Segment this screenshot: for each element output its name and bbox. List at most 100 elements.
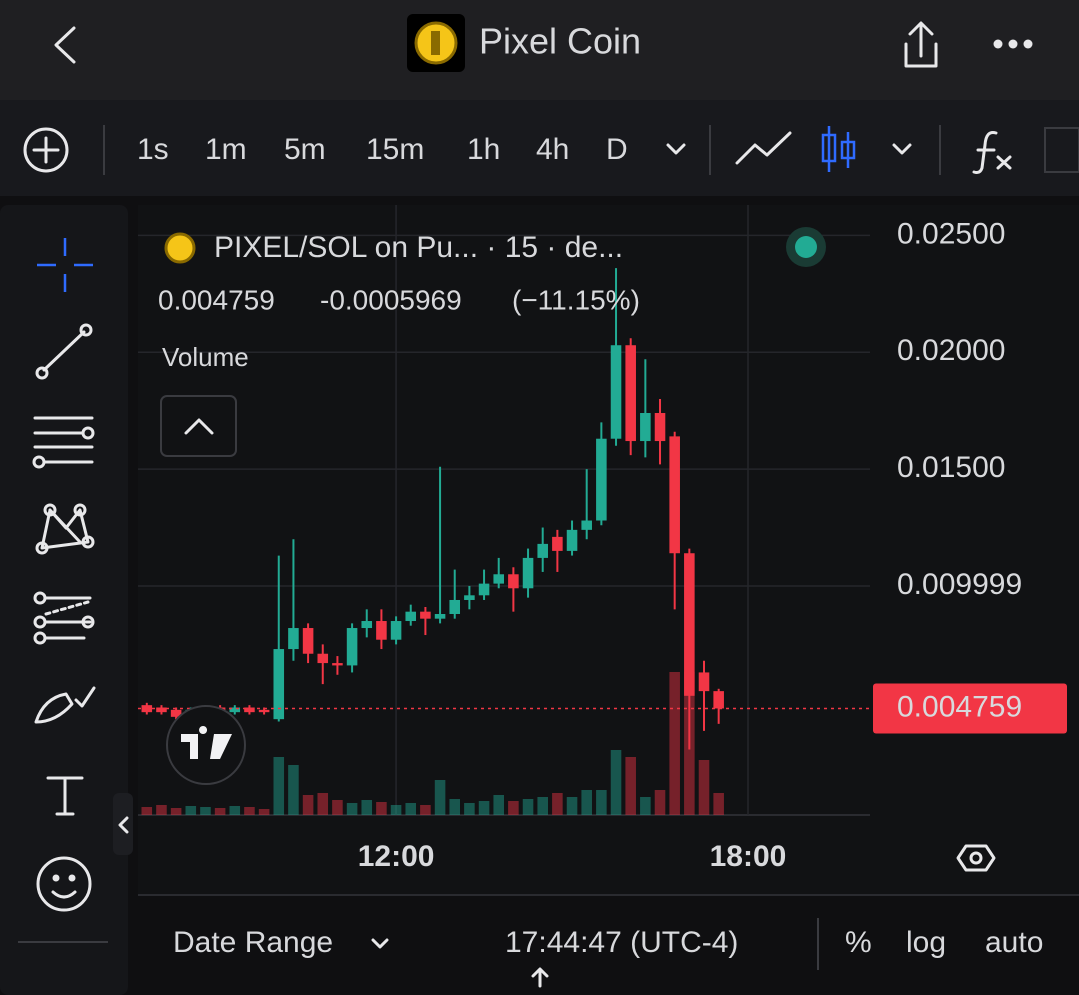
interval-button[interactable]: 15m xyxy=(366,133,424,166)
volume-bar xyxy=(713,793,724,815)
volume-bar xyxy=(698,760,710,815)
interval-button[interactable]: D xyxy=(606,133,628,166)
text-tool[interactable] xyxy=(46,776,84,816)
logo-mark xyxy=(181,726,232,759)
interval-button[interactable]: 1m xyxy=(205,133,247,166)
clock: 17:44:47 (UTC-4) xyxy=(505,926,738,959)
last-price-badge xyxy=(873,683,1067,734)
volume-bar xyxy=(332,800,343,815)
candle-body xyxy=(170,709,182,717)
percent-button[interactable]: % xyxy=(845,926,872,959)
volume-bar xyxy=(610,750,622,815)
more-button[interactable] xyxy=(993,39,1033,49)
volume-bar xyxy=(229,806,241,815)
chart-type-dropdown[interactable] xyxy=(892,143,912,155)
candle-body xyxy=(464,595,475,600)
candle-body xyxy=(420,611,431,619)
candle-body xyxy=(566,529,578,551)
volume-bar xyxy=(464,803,475,815)
candle-body xyxy=(478,583,490,596)
interval-button[interactable]: 5m xyxy=(284,133,326,166)
candle-body xyxy=(698,672,710,692)
line-chart-button[interactable] xyxy=(735,131,792,165)
volume-bar xyxy=(141,807,153,815)
volume-bar xyxy=(258,809,270,815)
trend-line-tool[interactable] xyxy=(35,323,93,380)
candle-body xyxy=(346,628,358,666)
candle-body xyxy=(640,413,651,442)
candle-body xyxy=(654,413,666,442)
volume-bar xyxy=(185,806,197,815)
emoji-tool[interactable] xyxy=(36,856,92,912)
projection-tool[interactable] xyxy=(33,591,95,645)
volume-bar xyxy=(302,795,314,815)
logo-ring xyxy=(166,705,246,785)
candle-body xyxy=(317,653,329,664)
grid xyxy=(138,205,870,815)
crosshair-tool[interactable] xyxy=(37,238,93,292)
auto-button[interactable]: auto xyxy=(985,926,1043,959)
brush-tool[interactable] xyxy=(34,686,96,724)
dot xyxy=(1008,39,1018,49)
candle-body xyxy=(581,520,592,530)
volume-bar xyxy=(434,780,446,815)
interval-list: 1s 1m 5m 15m 1h 4h D xyxy=(137,133,628,166)
candles xyxy=(141,268,724,750)
volume-bar xyxy=(566,797,578,815)
candle-body xyxy=(229,707,241,713)
candle-body xyxy=(449,599,461,615)
volume-bar xyxy=(288,765,299,815)
volume-bar xyxy=(405,803,417,815)
tradingview-logo xyxy=(166,705,246,785)
share-button[interactable] xyxy=(904,21,938,68)
y-tick-label: 0.02000 xyxy=(897,334,1005,367)
interval-dropdown[interactable] xyxy=(666,143,686,155)
more-tools[interactable] xyxy=(1044,127,1079,173)
volume-bar xyxy=(493,795,504,815)
indicators-button[interactable] xyxy=(972,131,1012,174)
y-tick-label: 0.009999 xyxy=(897,568,1022,601)
legend-change-pct: (−11.15%) xyxy=(512,284,640,315)
symbol-title: PIXEL/SOL on Pu... · 15 · de... xyxy=(214,231,623,264)
candle-body xyxy=(332,663,343,666)
settings-button[interactable] xyxy=(956,844,996,872)
scroll-up[interactable] xyxy=(531,967,549,988)
volume-bar xyxy=(317,793,329,815)
candle-body xyxy=(610,345,622,439)
candle-body xyxy=(669,436,680,554)
candle-body xyxy=(273,649,285,720)
interval-button[interactable]: 1h xyxy=(467,133,500,166)
volume-bar xyxy=(273,757,285,815)
back-button[interactable] xyxy=(54,26,76,64)
pattern-tool[interactable] xyxy=(35,503,95,555)
candle-body xyxy=(537,543,548,558)
candle-chart-button[interactable] xyxy=(821,126,856,172)
fib-tool[interactable] xyxy=(32,416,95,469)
candle-body xyxy=(552,536,563,551)
icon-stroke xyxy=(821,133,837,163)
log-button[interactable]: log xyxy=(906,926,946,959)
candle-body xyxy=(156,707,167,713)
candle-body xyxy=(302,628,314,654)
volume-bar xyxy=(552,793,563,815)
volume-bar xyxy=(581,790,592,815)
add-button[interactable] xyxy=(23,127,69,173)
date-range-button[interactable]: Date Range xyxy=(173,926,333,959)
volume-bar xyxy=(478,801,490,815)
chart-panel xyxy=(138,205,1079,895)
candle-body xyxy=(288,628,299,650)
legend-price: 0.004759 xyxy=(158,284,275,315)
date-range-arrow xyxy=(371,938,389,949)
interval-button[interactable]: 4h xyxy=(536,133,569,166)
volume-bar xyxy=(156,805,167,815)
volume-bar xyxy=(640,797,651,815)
volume-bar xyxy=(214,808,226,815)
x-tick-label: 12:00 xyxy=(358,840,435,873)
interval-button[interactable]: 1s xyxy=(137,133,169,166)
volume-bar xyxy=(170,808,182,815)
top-bar xyxy=(0,0,1079,100)
volume-title: Volume xyxy=(162,342,249,372)
volume-bar xyxy=(596,790,607,815)
collapse-legend[interactable] xyxy=(160,395,237,457)
